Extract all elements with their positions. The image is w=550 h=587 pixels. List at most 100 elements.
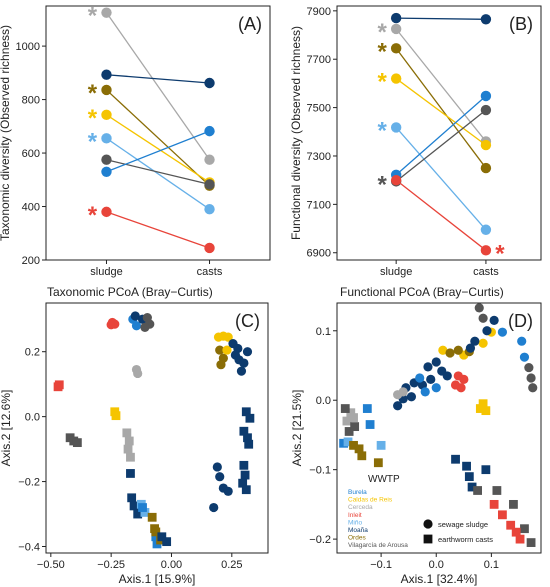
panel-b-series-line [395, 109, 487, 182]
legend-square-icon [423, 534, 433, 544]
panel-b-point [480, 162, 492, 174]
panel-a-point [101, 7, 112, 18]
panel-d-point-casts [340, 404, 350, 413]
panel-d-xlabel: Axis.1 [32.4%] [401, 572, 478, 586]
panel-c-point-sludge [106, 320, 116, 330]
panel-c-xtick-label: 0.25 [221, 559, 242, 571]
panel-c-point-casts [140, 508, 150, 517]
panel-a-series-line [106, 114, 210, 184]
panel-b-significance-star: * [377, 117, 387, 144]
panel-c-point-casts [129, 501, 139, 511]
panel-b-point [480, 90, 492, 102]
legend-item-caldas-de-reis: Caldas de Reis [348, 497, 393, 504]
panel-d-point-casts [462, 461, 471, 471]
panel-b-point [390, 174, 402, 186]
panel-a-point [204, 125, 215, 137]
panel-c-point-casts [138, 503, 147, 512]
legend-item-inleit: Inleit [348, 512, 362, 519]
panel-a-ytick-label: 600 [22, 148, 40, 160]
panel-b-point [480, 139, 492, 151]
panel-a-point [101, 206, 112, 218]
panel-c-point-casts [127, 493, 137, 503]
panel-d-point-casts [344, 427, 354, 436]
panel-c-point-casts [244, 439, 254, 449]
panel-d-point-casts [357, 451, 367, 461]
panel-c-point-sludge [133, 368, 143, 379]
panel-d-point-sludge [474, 303, 484, 313]
panel-a-series-line [106, 137, 210, 210]
panel-d-point-sludge [478, 313, 488, 323]
panel-d-point-casts [506, 520, 516, 530]
panel-b-series-line [395, 28, 487, 142]
panel-a-significance-star: * [88, 128, 98, 155]
panel-d-point-casts [498, 510, 507, 520]
panel-a-ytick-label: 1000 [16, 41, 40, 53]
panel-c-point-casts [122, 428, 132, 438]
panel-c-point-sludge [236, 366, 247, 376]
panel-d-point-sludge [517, 336, 527, 346]
panel-d-point-sludge [445, 348, 455, 358]
panel-c-ytick-label: 0.2 [25, 347, 40, 359]
legend-item-mi-o: Miño [348, 519, 362, 526]
panel-d-point-sludge [415, 373, 425, 383]
panel-a-significance-star: * [88, 80, 98, 107]
panel-b-significance-star: * [377, 38, 387, 65]
panel-d-point-casts [346, 408, 356, 418]
panel-d-tag: (D) [508, 311, 533, 331]
panel-a-ytick-label: 200 [22, 255, 40, 267]
panel-c-point-casts [151, 527, 161, 537]
panel-d-point-casts [362, 404, 372, 413]
panel-c-xlabel: Axis.1 [15.9%] [119, 572, 196, 586]
panel-a-point [101, 84, 112, 96]
panel-d-point-casts [354, 444, 364, 454]
panel-c-point-sludge [223, 486, 233, 496]
panel-a-point [204, 179, 215, 190]
panel-a-point [101, 166, 112, 177]
panel-d-point-sludge [519, 352, 530, 362]
panel-b-significance-star: * [495, 240, 505, 267]
panel-b-series-line [395, 95, 487, 176]
panel-a-point [204, 154, 215, 165]
panel-d-point-sludge [442, 371, 452, 381]
panel-c-xtick-label: 0.00 [161, 559, 182, 571]
panel-d-point-sludge [393, 401, 403, 411]
panel-a-series-line [106, 89, 210, 187]
legend-item-burela: Burela [348, 489, 367, 496]
panel-d-ytick-label: 0.0 [316, 395, 331, 407]
panel-a-point [101, 109, 112, 121]
panel-c-ylabel: Axis.2 [12.6%] [0, 390, 13, 467]
panel-d-point-casts [511, 527, 521, 537]
panel-d-point-casts [473, 486, 482, 495]
legend-item-cerceda: Cerceda [348, 504, 373, 511]
panel-d-point-sludge [478, 338, 488, 348]
panel-d-point-sludge [453, 371, 463, 381]
legend-item-vilagarc-a-de-arousa: Vilagarcía de Arousa [348, 542, 408, 549]
panel-c-xtick-label: −0.25 [97, 559, 125, 571]
panel-a-series-line [106, 159, 210, 185]
panel-d-point-sludge [482, 326, 492, 336]
panel-d-point-sludge [528, 383, 538, 393]
panel-b-series-line [395, 47, 487, 169]
panel-d-point-sludge [497, 327, 508, 337]
panel-d-point-casts [464, 472, 474, 482]
panel-d-ylabel: Axis.2 [21.5%] [290, 390, 304, 467]
panel-d-point-casts [509, 499, 518, 509]
panel-c-point-casts [243, 433, 252, 443]
panel-c-ytick-label: −0.4 [18, 542, 40, 554]
panel-c-point-casts [72, 438, 82, 448]
panel-a-point [101, 69, 112, 80]
panel-c-point-sludge [216, 360, 226, 370]
legend-shape-label: sewage sludge [438, 520, 488, 529]
panel-b-series-line [395, 127, 487, 231]
panel-b-series-line [395, 78, 487, 146]
panel-c-point-casts [123, 444, 133, 454]
panel-d-xtick-label: 0.1 [484, 559, 499, 571]
panel-d-point-sludge [426, 374, 436, 384]
panel-b-ytick-label: 7900 [307, 6, 331, 18]
panel-d-point-casts [365, 420, 375, 429]
panel-c-point-casts [147, 512, 157, 522]
panel-b-series-line [395, 179, 487, 251]
panel-b-ytick-label: 7100 [307, 199, 331, 211]
panel-b-ytick-label: 7300 [307, 151, 331, 163]
panel-d-point-sludge [431, 357, 441, 367]
